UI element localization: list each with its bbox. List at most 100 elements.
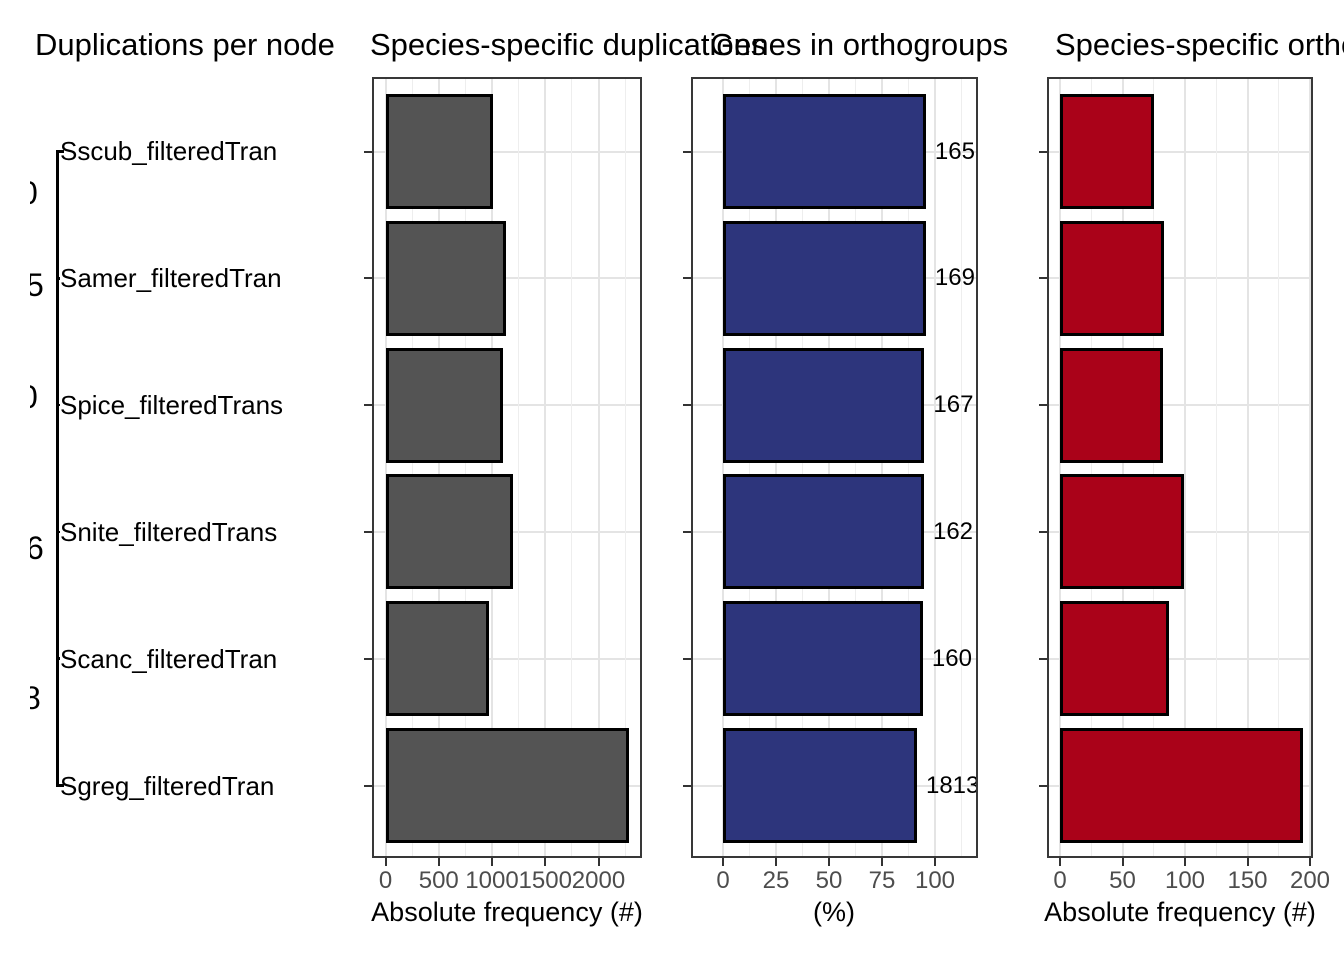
species-tip-label: Snite_filteredTrans (60, 517, 278, 547)
gridline-minor (464, 79, 466, 856)
gridline-minor (908, 79, 909, 856)
bar (385, 601, 489, 717)
gridline-horizontal (374, 404, 640, 407)
bar (1060, 94, 1154, 209)
gridline-minor (855, 79, 856, 856)
x-tick-label: 1500 (518, 867, 572, 894)
species-tip-label: Sscub_filteredTran (60, 136, 278, 166)
gridline-minor (1090, 79, 1092, 856)
gridline-minor (411, 79, 413, 856)
y-tick-mark (683, 277, 691, 280)
gridline-minor (802, 79, 803, 856)
x-tick-label: 50 (1109, 867, 1136, 894)
gridline-major (1121, 79, 1124, 856)
gridline-major (437, 79, 440, 856)
node-label-fragment: 6 (30, 530, 44, 566)
bar (385, 347, 503, 463)
gridline-minor (518, 79, 520, 856)
bar-value-label: 1813 (925, 771, 978, 799)
chart-panel-species-duplications (372, 77, 642, 858)
bar (723, 474, 924, 590)
tree-branch-tip (56, 403, 60, 407)
bar (385, 94, 494, 209)
tree-branch-vertical (56, 150, 59, 787)
gridline-major (544, 79, 547, 856)
x-tick-mark (437, 858, 440, 866)
bar (1060, 728, 1303, 843)
y-tick-mark (364, 530, 372, 533)
bar (1060, 601, 1169, 717)
bar (1060, 347, 1163, 463)
gridline-minor (749, 79, 750, 856)
chart-panel-species-orthogroups (1047, 77, 1313, 858)
tree-branch-tip (56, 784, 64, 787)
x-tick-mark (1121, 858, 1124, 866)
tree-branch-tip (56, 657, 60, 660)
x-tick-label: 500 (418, 867, 459, 894)
gridline-major (775, 79, 777, 856)
x-tick-mark (1246, 858, 1249, 866)
gridline-major (597, 79, 600, 856)
panel2-x-axis-title: (%) (813, 897, 855, 927)
bar-value-label: 167 (933, 391, 974, 419)
bar (723, 347, 925, 463)
gridline-minor (1153, 79, 1155, 856)
gridline-major (491, 79, 493, 856)
tree-branch-tip (56, 277, 60, 280)
y-tick-mark (1039, 404, 1047, 407)
x-tick-label: 100 (1164, 867, 1206, 894)
x-tick-label: 1000 (465, 867, 519, 894)
y-tick-mark (683, 657, 691, 660)
y-tick-mark (1039, 784, 1047, 787)
y-tick-mark (364, 277, 372, 280)
bar (723, 94, 926, 209)
gridline-horizontal (374, 150, 640, 153)
y-tick-mark (1039, 530, 1047, 533)
gridline-major (384, 79, 387, 856)
x-tick-mark (384, 858, 387, 866)
gridline-major (1309, 79, 1311, 856)
x-tick-label: 75 (868, 867, 896, 894)
x-tick-mark (1059, 858, 1061, 866)
bar-value-label: 162 (932, 517, 974, 545)
gridline-horizontal (374, 657, 640, 660)
x-tick-mark (722, 858, 724, 866)
chart-panel-genes-in-orthogroups: 165 169 167 162 160 1813 (691, 77, 978, 858)
species-tip-label: Sgreg_filteredTran (60, 771, 275, 801)
y-tick-mark (683, 784, 691, 787)
node-label-fragment: 0 (30, 172, 47, 214)
x-tick-mark (597, 858, 600, 866)
panel1-title: Species-specific duplications (370, 27, 767, 62)
y-tick-mark (364, 784, 372, 787)
gridline-major (722, 79, 724, 856)
bar (723, 220, 926, 336)
x-tick-mark (1309, 858, 1311, 866)
y-tick-mark (1039, 657, 1047, 660)
gridline-major (1246, 79, 1249, 856)
node-label-fragment: 0 (30, 376, 47, 418)
x-tick-label: 200 (1289, 867, 1331, 894)
bar (723, 728, 917, 843)
gridline-major (934, 79, 936, 856)
tree-panel-title: Duplications per node (35, 27, 335, 62)
x-tick-label: 50 (815, 867, 843, 894)
bar (1060, 474, 1184, 590)
x-tick-label: 25 (762, 867, 790, 894)
species-tip-label: Scanc_filteredTran (60, 644, 278, 674)
gridline-horizontal (374, 277, 640, 280)
gridline-horizontal (1049, 657, 1311, 660)
gridline-minor (571, 79, 573, 856)
gridline-horizontal (1049, 404, 1311, 407)
x-tick-label: 0 (1053, 867, 1067, 894)
y-tick-mark (364, 657, 372, 660)
gridline-major (881, 79, 883, 856)
tree-branch-tip (56, 530, 60, 534)
gridline-minor (961, 79, 962, 856)
bar-value-label: 165 (934, 137, 975, 165)
y-tick-mark (1039, 150, 1047, 153)
y-tick-mark (364, 404, 372, 407)
panel3-x-axis-title: Absolute frequency (#) (1044, 897, 1316, 927)
x-tick-label: 0 (378, 867, 393, 894)
x-tick-mark (775, 858, 777, 866)
